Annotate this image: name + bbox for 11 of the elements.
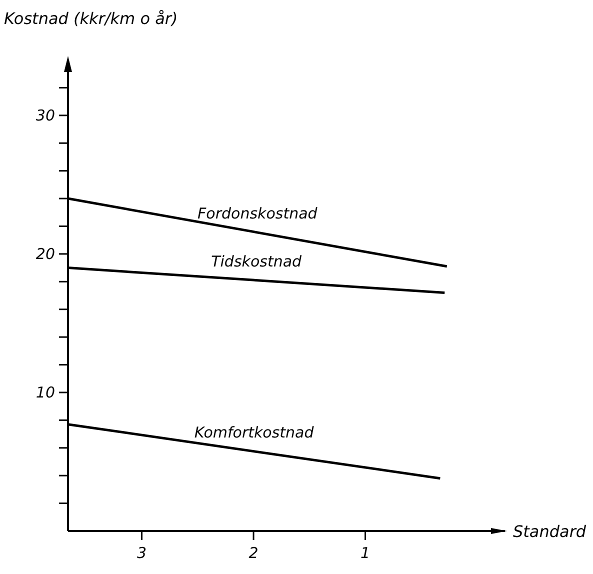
series-label: Fordonskostnad [198, 204, 318, 222]
x-axis-title: Standard [513, 522, 587, 541]
y-tick-label: 30 [36, 106, 55, 124]
y-axis-title: Kostnad (kkr/km o år) [4, 9, 178, 28]
y-tick-label: 20 [36, 244, 55, 263]
series-label: Tidskostnad [211, 252, 302, 270]
y-tick-label: 10 [36, 383, 55, 402]
x-tick-label: 1 [360, 544, 370, 562]
x-tick-label: 3 [136, 544, 147, 562]
series-label: Komfortkostnad [194, 423, 314, 442]
x-tick-label: 2 [248, 544, 258, 562]
